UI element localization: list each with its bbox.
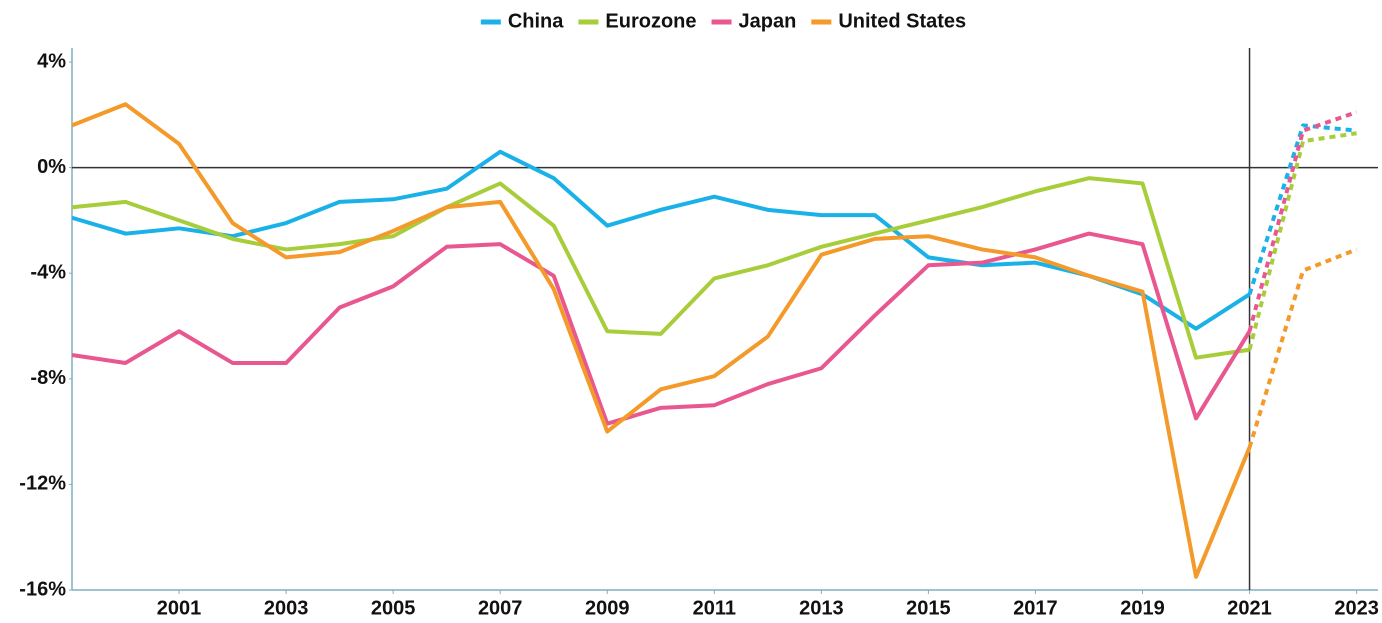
x-tick-label: 2013 [799, 597, 844, 618]
x-tick-label: 2011 [693, 597, 736, 618]
forecast-line [1247, 123, 1357, 295]
x-tick-label: 2019 [1120, 597, 1165, 618]
series-line [71, 231, 1252, 426]
x-tick-label: 2023 [1334, 597, 1379, 618]
x-tick-label: 2015 [906, 597, 951, 618]
y-tick-label: -4% [30, 261, 66, 283]
legend-label: China [508, 10, 564, 32]
x-tick-label: 2005 [371, 597, 416, 618]
y-tick-label: 0% [37, 156, 66, 178]
y-tick-label: -16% [19, 578, 66, 600]
x-tick-label: 2007 [478, 597, 523, 618]
y-tick-label: -12% [19, 473, 66, 495]
x-tick-label: 2003 [264, 597, 309, 618]
series-line [71, 176, 1250, 360]
legend-label: Eurozone [605, 10, 696, 32]
forecast-line [1247, 131, 1357, 351]
legend-label: United States [838, 10, 966, 32]
x-tick-label: 2009 [585, 597, 630, 618]
forecast-line [1247, 247, 1358, 449]
y-tick-label: -8% [30, 367, 66, 389]
y-tick-label: 4% [37, 50, 66, 72]
x-tick-label: 2017 [1013, 597, 1058, 618]
legend-label: Japan [739, 10, 797, 32]
x-tick-label: 2001 [157, 597, 202, 618]
series-line [71, 149, 1251, 331]
series-line [71, 102, 1252, 579]
forecast-line [1247, 110, 1358, 332]
x-tick-label: 2021 [1227, 597, 1272, 618]
